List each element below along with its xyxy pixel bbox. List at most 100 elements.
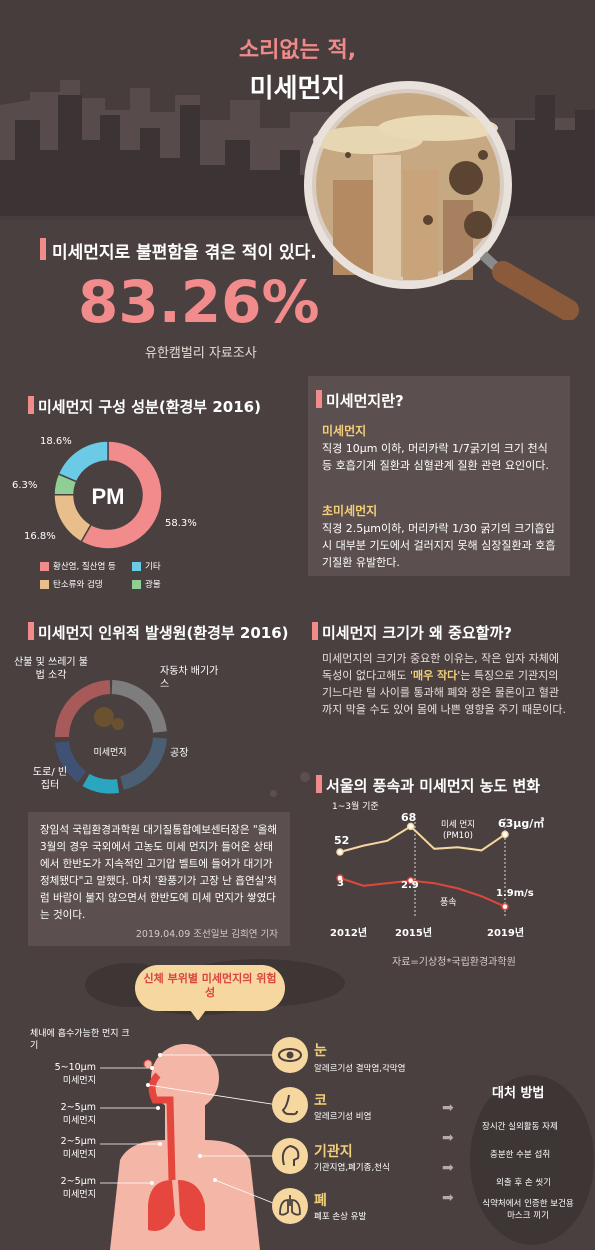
why-size-heading: 미세먼지 크기가 왜 중요할까? [322, 624, 512, 642]
magnifier-illustration [304, 81, 579, 320]
why-size-body-start: 미세먼지의 크기가 중요한 이유는, 작은 입자 자체에 독성이 없다고해도 ' [322, 652, 559, 682]
size-heading: 체내에 흡수가능한 먼지 크기 [30, 1029, 130, 1051]
why-size-body: 미세먼지의 크기가 중요한 이유는, 작은 입자 자체에 독성이 없다고해도 '… [322, 650, 567, 718]
sources-center-label: 미세먼지 [93, 747, 126, 758]
legend-carbon: 탄소류와 검댕 [53, 580, 103, 590]
source-label-vehicle: 자동차 배기가스 [160, 666, 219, 690]
size-row: 2~5μm 미세먼지 [40, 1102, 96, 1126]
definition-accent-bar [316, 390, 322, 408]
why-size-highlight: 매우 작다 [412, 669, 458, 682]
pm25-title: 초미세먼지 [322, 504, 378, 518]
size-label: 미세먼지 [62, 1116, 96, 1126]
donut-slice-0 [80, 440, 163, 550]
ring-segment-road-a [82, 773, 120, 794]
gear-icon-small [112, 718, 124, 730]
pointer-lines [100, 1053, 279, 1206]
wind-chart-source: 자료=기상청*국립환경과학원 [392, 957, 516, 968]
donut-slice-3 [57, 440, 109, 483]
gear-icon [94, 707, 114, 727]
source-label-road: 도로/ 빈 집터 [32, 767, 68, 791]
wind-label-2015: 2.9 [401, 880, 419, 891]
source-label-factory: 공장 [170, 748, 189, 759]
organ-name-bronchus: 기관지 [314, 1144, 353, 1160]
donut-center-label: PM [92, 484, 125, 509]
pm25-body: 직경 2.5μm이하, 머리카락 1/30 굵기의 크기흡입 시 대부분 기도에… [322, 522, 556, 569]
size-label: 미세먼지 [62, 1076, 96, 1086]
ring-segment-burning [54, 680, 111, 738]
wind-label-2012: 3 [337, 878, 344, 889]
series-point-0-3 [406, 822, 415, 831]
quote-panel: 장임석 국립환경과학원 대기질통합예보센터장은 "올해 3월의 경우 국외에서 … [28, 812, 290, 946]
survey-source: 유한캠벌리 자료조사 [145, 346, 257, 361]
size-row: 2~5μm 미세먼지 [40, 1176, 96, 1200]
size-row: 2~5μm 미세먼지 [40, 1136, 96, 1160]
x-label-2019: 2019년 [487, 928, 525, 939]
arrow-right-icon: ➡ [442, 1130, 454, 1146]
ring-segment-vehicle [111, 680, 167, 734]
series-point-1-0 [336, 874, 344, 882]
nose-icon [272, 1087, 308, 1123]
legend-swatch-mineral [132, 580, 141, 589]
title-line2: 미세먼지 [249, 74, 346, 104]
source-label-burning: 산불 및 쓰레기 불법 소각 [14, 657, 88, 681]
size-label: 미세먼지 [62, 1150, 96, 1160]
bronchus-icon [272, 1138, 308, 1174]
legend-mineral: 광물 [145, 580, 161, 590]
wind-label-2019: 1.9m/s [496, 888, 534, 899]
series-point-0-7 [501, 830, 509, 839]
legend-swatch-carbon [40, 580, 49, 589]
donut-label-other: 18.6% [40, 436, 72, 447]
organ-name-lungs: 폐 [314, 1193, 327, 1209]
organ-effect-lungs: 폐포 손상 유발 [314, 1212, 367, 1222]
pm-label-2012: 52 [334, 834, 350, 847]
quote-credit: 2019.04.09 조선일보 김희연 기자 [135, 929, 278, 940]
organ-name-eye: 눈 [314, 1043, 327, 1059]
donut-label-mineral: 6.3% [12, 480, 38, 491]
organ-effect-nose: 알레르기성 비염 [314, 1112, 372, 1122]
arrow-right-icon: ➡ [442, 1100, 454, 1116]
ring-segment-road-b [55, 740, 87, 783]
action-item: 충분한 수분 섭취 [490, 1150, 551, 1160]
sources-accent-bar [28, 622, 34, 640]
composition-legend: 황산염, 질산염 등 기타 탄소류와 검댕 광물 [40, 558, 240, 594]
x-label-2015: 2015년 [395, 928, 433, 939]
series-line-0 [339, 825, 506, 853]
legend-swatch-sulfate [40, 562, 49, 571]
series-point-0-0 [336, 848, 344, 856]
arrow-right-icon: ➡ [442, 1190, 454, 1206]
wind-chart-subheading: 1~3월 기준 [332, 802, 379, 812]
decor-dot [270, 790, 277, 797]
title-line1: 소리없는 적, [238, 38, 357, 63]
series-line-1 [339, 877, 506, 908]
size-row: 5~10μm 미세먼지 [40, 1062, 96, 1086]
definition-heading: 미세먼지란? [326, 392, 404, 410]
series-point-1-7 [501, 902, 509, 911]
ring-segment-factory [120, 737, 167, 790]
series-point-1-3 [406, 876, 415, 885]
donut-label-carbon: 16.8% [24, 531, 56, 542]
arrow-right-icon: ➡ [442, 1160, 454, 1176]
pm10-body: 직경 10μm 이하, 머리카락 1/7굵기의 크기 천식 등 호흡기계 질환과… [322, 442, 549, 472]
organ-name-nose: 코 [314, 1093, 327, 1109]
legend-sulfate: 황산염, 질산염 등 [53, 562, 116, 572]
size-value: 2~5μm [60, 1102, 96, 1113]
organ-effect-eye: 알레르기성 결막염,각막염 [314, 1064, 406, 1074]
sources-heading: 미세먼지 인위적 발생원(환경부 2016) [38, 624, 289, 642]
pm-series-label: 미세 먼지 (PM10) [441, 820, 475, 841]
donut-label-sulfate: 58.3% [165, 518, 197, 529]
lungs-icon [272, 1188, 308, 1224]
wind-pm-line-chart [336, 818, 509, 918]
organ-effect-bronchus: 기관지염,폐기종,천식 [314, 1163, 390, 1173]
definition-panel: 미세먼지란? 미세먼지 직경 10μm 이하, 머리카락 1/7굵기의 크기 천… [308, 376, 570, 576]
size-value: 2~5μm [60, 1176, 96, 1187]
action-item: 외출 후 손 씻기 [496, 1178, 552, 1188]
survey-percent: 83.26% [78, 268, 320, 336]
survey-question: 미세먼지로 불편함을 겪은 적이 있다. [52, 243, 317, 263]
pm-label-2019: 63μg/㎥ [498, 817, 545, 830]
body-bubble-title: 신체 부위별 미세먼지의 위험성 [143, 972, 277, 999]
why-size-body-end: '는 특징으로 기관지의 기느다란 털 사이를 통과해 폐와 장은 물론이고 혈… [322, 669, 566, 716]
actions-cloud-bg [470, 1075, 594, 1245]
wind-chart-heading: 서울의 풍속과 미세먼지 농도 변화 [326, 777, 541, 795]
why-size-accent-bar [312, 622, 318, 640]
composition-donut-chart: PM [53, 440, 163, 550]
